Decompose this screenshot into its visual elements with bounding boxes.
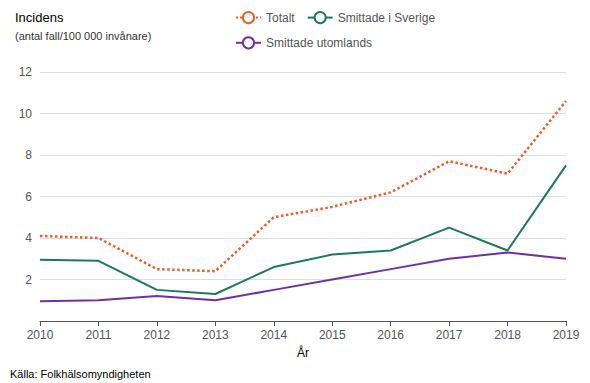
svg-text:2015: 2015 (319, 328, 346, 342)
svg-text:2011: 2011 (86, 328, 112, 342)
svg-text:Smittade utomlands: Smittade utomlands (266, 36, 372, 50)
svg-text:(antal fall/100 000 invånare): (antal fall/100 000 invånare) (15, 30, 151, 42)
svg-text:2017: 2017 (436, 328, 463, 342)
svg-text:2010: 2010 (27, 328, 54, 342)
svg-text:2012: 2012 (144, 328, 171, 342)
svg-text:12: 12 (19, 65, 33, 79)
svg-text:Totalt: Totalt (266, 11, 295, 25)
svg-text:2014: 2014 (260, 328, 287, 342)
svg-text:2: 2 (25, 273, 32, 287)
svg-text:2016: 2016 (377, 328, 404, 342)
svg-text:6: 6 (25, 190, 32, 204)
svg-text:2019: 2019 (553, 328, 580, 342)
svg-text:2018: 2018 (494, 328, 521, 342)
svg-text:År: År (297, 345, 309, 360)
svg-text:Smittade i Sverige: Smittade i Sverige (338, 11, 436, 25)
svg-text:10: 10 (19, 107, 33, 121)
svg-text:8: 8 (25, 148, 32, 162)
svg-text:Källa: Folkhälsomyndigheten: Källa: Folkhälsomyndigheten (10, 368, 151, 380)
svg-text:4: 4 (25, 231, 32, 245)
svg-text:Incidens: Incidens (15, 10, 64, 25)
svg-text:2013: 2013 (202, 328, 229, 342)
